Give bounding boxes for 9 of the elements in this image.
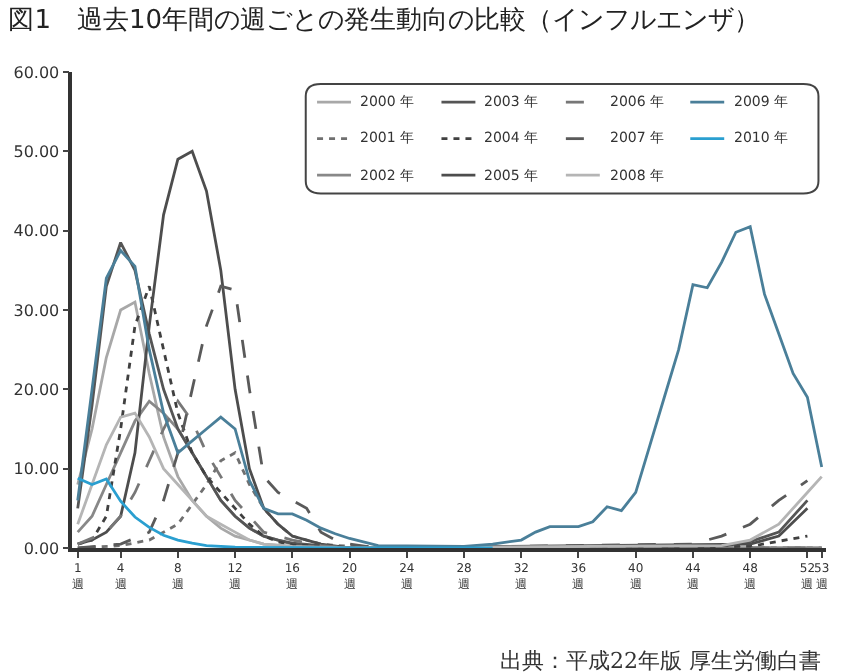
source-note: 出典：平成22年版 厚生労働白書 [500, 648, 821, 672]
y-tick-label: 0.00 [23, 539, 60, 558]
y-tick-label: 30.00 [13, 301, 60, 320]
y-tick-label: 10.00 [13, 460, 60, 479]
y-tick-label: 20.00 [13, 380, 60, 399]
y-tick-label: 40.00 [13, 222, 60, 241]
y-tick-label: 60.00 [13, 63, 60, 82]
y-tick-label: 50.00 [13, 142, 60, 161]
chart-title: 図1 過去10年間の週ごとの発生動向の比較（インフルエンザ） [8, 6, 761, 37]
